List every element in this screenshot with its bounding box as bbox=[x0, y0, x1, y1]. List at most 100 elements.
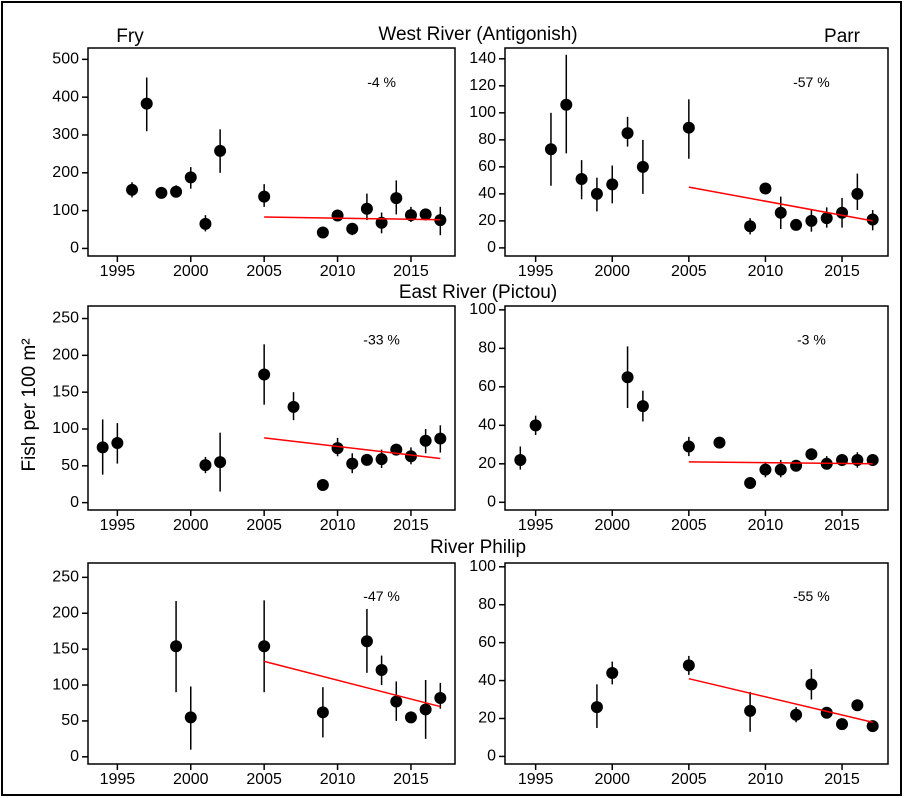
point bbox=[258, 190, 271, 203]
point bbox=[790, 218, 803, 231]
plot-box bbox=[504, 562, 889, 765]
y-tick-label: 40 bbox=[478, 672, 496, 689]
point bbox=[419, 703, 432, 716]
point bbox=[544, 143, 557, 156]
trend-line bbox=[688, 677, 873, 724]
point bbox=[805, 448, 818, 461]
y-tick-label: 20 bbox=[478, 455, 496, 472]
point bbox=[316, 706, 329, 719]
x-tick-label: 1995 bbox=[518, 517, 554, 534]
y-tick-label: 80 bbox=[478, 596, 496, 613]
point bbox=[316, 478, 329, 491]
plot-box bbox=[87, 47, 456, 257]
point bbox=[404, 450, 417, 463]
point bbox=[636, 160, 649, 173]
point bbox=[184, 711, 197, 724]
y-tick-label: 200 bbox=[52, 347, 79, 364]
point bbox=[713, 436, 726, 449]
x-tick-label: 2000 bbox=[594, 263, 630, 280]
point bbox=[790, 459, 803, 472]
trend-line bbox=[263, 660, 441, 708]
point bbox=[214, 456, 227, 469]
point bbox=[375, 453, 388, 466]
point bbox=[214, 144, 227, 157]
y-tick-label: 0 bbox=[487, 748, 496, 765]
y-tick-label: 0 bbox=[487, 239, 496, 256]
point bbox=[419, 434, 432, 447]
point bbox=[258, 368, 271, 381]
point bbox=[434, 432, 447, 445]
y-tick-label: 250 bbox=[52, 569, 79, 586]
point bbox=[621, 127, 634, 140]
point bbox=[155, 186, 168, 199]
point bbox=[590, 701, 603, 714]
x-tick-label: 2005 bbox=[246, 517, 282, 534]
y-tick-label: 50 bbox=[61, 457, 79, 474]
column-title: Fry bbox=[116, 26, 144, 47]
y-tick-label: 150 bbox=[52, 640, 79, 657]
annotation: -57 % bbox=[793, 74, 830, 90]
x-tick-label: 2015 bbox=[824, 771, 860, 788]
y-tick-label: 200 bbox=[52, 604, 79, 621]
x-tick-label: 2010 bbox=[748, 517, 784, 534]
y-tick-label: 100 bbox=[52, 676, 79, 693]
point bbox=[96, 441, 109, 454]
point bbox=[866, 453, 879, 466]
point bbox=[744, 477, 757, 490]
point bbox=[682, 659, 695, 672]
point bbox=[606, 666, 619, 679]
point bbox=[258, 640, 271, 653]
point bbox=[287, 400, 300, 413]
point bbox=[759, 182, 772, 195]
y-tick-label: 0 bbox=[487, 494, 496, 511]
point bbox=[184, 171, 197, 184]
point bbox=[759, 463, 772, 476]
annotation: -4 % bbox=[367, 74, 396, 90]
point bbox=[360, 453, 373, 466]
point bbox=[744, 220, 757, 233]
point bbox=[170, 640, 183, 653]
y-tick-label: 80 bbox=[478, 131, 496, 148]
annotation: -55 % bbox=[793, 588, 830, 604]
x-tick-label: 2015 bbox=[393, 263, 429, 280]
plot-box bbox=[87, 305, 456, 511]
y-axis-label: Fish per 100 m² bbox=[19, 338, 40, 471]
annotation: -33 % bbox=[363, 331, 400, 347]
x-tick-label: 2015 bbox=[824, 263, 860, 280]
x-tick-label: 1995 bbox=[518, 771, 554, 788]
x-tick-label: 2005 bbox=[246, 771, 282, 788]
x-tick-label: 2000 bbox=[594, 771, 630, 788]
point bbox=[170, 185, 183, 198]
annotation: -3 % bbox=[797, 331, 826, 347]
point bbox=[851, 187, 864, 200]
x-tick-label: 2000 bbox=[594, 517, 630, 534]
y-tick-label: 0 bbox=[70, 494, 79, 511]
point bbox=[590, 187, 603, 200]
point bbox=[390, 695, 403, 708]
point bbox=[390, 192, 403, 205]
y-tick-label: 80 bbox=[478, 340, 496, 357]
point bbox=[360, 202, 373, 215]
x-tick-label: 1995 bbox=[100, 263, 136, 280]
y-tick-label: 20 bbox=[478, 212, 496, 229]
point bbox=[346, 457, 359, 470]
y-tick-label: 400 bbox=[52, 88, 79, 105]
x-tick-label: 2005 bbox=[671, 771, 707, 788]
x-tick-label: 1995 bbox=[100, 771, 136, 788]
y-tick-label: 250 bbox=[52, 310, 79, 327]
x-tick-label: 2005 bbox=[671, 263, 707, 280]
point bbox=[836, 718, 849, 731]
x-tick-label: 2015 bbox=[824, 517, 860, 534]
point bbox=[404, 711, 417, 724]
point bbox=[820, 212, 833, 225]
y-tick-label: 50 bbox=[61, 712, 79, 729]
y-tick-label: 200 bbox=[52, 164, 79, 181]
point bbox=[744, 704, 757, 717]
y-tick-label: 150 bbox=[52, 383, 79, 400]
row-title: River Philip bbox=[430, 537, 526, 558]
point bbox=[820, 706, 833, 719]
point bbox=[375, 663, 388, 676]
y-tick-label: 0 bbox=[70, 240, 79, 257]
x-tick-label: 2000 bbox=[173, 517, 209, 534]
